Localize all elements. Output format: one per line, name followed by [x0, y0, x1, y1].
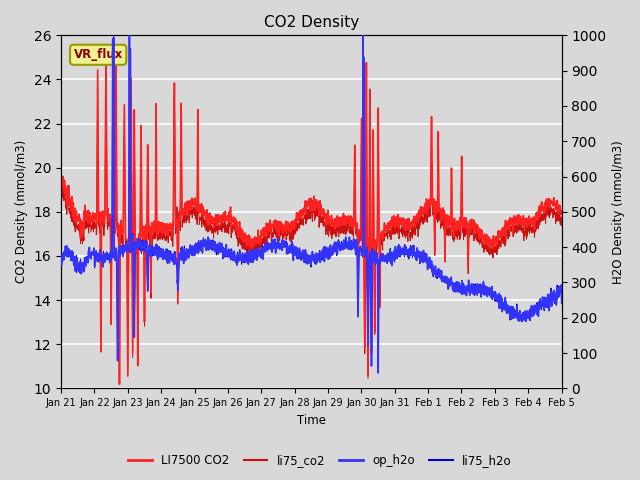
Y-axis label: H2O Density (mmol/m3): H2O Density (mmol/m3) — [612, 140, 625, 284]
Legend: LI7500 CO2, li75_co2, op_h2o, li75_h2o: LI7500 CO2, li75_co2, op_h2o, li75_h2o — [124, 449, 516, 472]
X-axis label: Time: Time — [297, 414, 326, 427]
Y-axis label: CO2 Density (mmol/m3): CO2 Density (mmol/m3) — [15, 140, 28, 284]
Title: CO2 Density: CO2 Density — [264, 15, 359, 30]
Text: VR_flux: VR_flux — [74, 48, 123, 61]
